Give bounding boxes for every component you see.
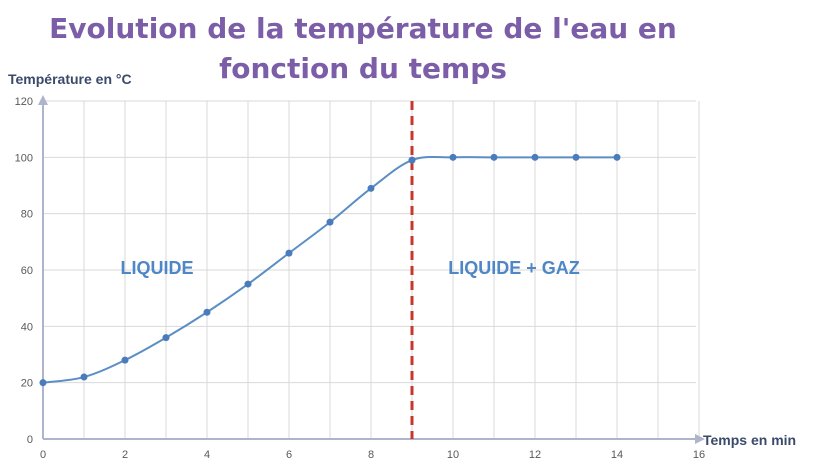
- data-point: [244, 280, 252, 288]
- data-point: [613, 153, 621, 161]
- data-point: [490, 153, 498, 161]
- y-tick-label: 0: [27, 434, 33, 446]
- data-point: [326, 218, 334, 226]
- y-axis-label: Température en °C: [8, 71, 132, 87]
- x-tick-label: 12: [529, 449, 541, 461]
- x-tick-label: 6: [286, 449, 292, 461]
- chart-title-line-1: Evolution de la température de l'eau en: [49, 12, 677, 45]
- tick-labels: 0 2 4 6 8 10 12 14 16 0 20 40 60 80 100 120: [15, 96, 705, 461]
- region-label-liquide-gaz: LIQUIDE + GAZ: [448, 258, 580, 278]
- x-tick-label: 10: [447, 449, 459, 461]
- data-point: [39, 379, 47, 387]
- x-axis-arrow: [695, 434, 705, 444]
- y-tick-label: 60: [21, 265, 33, 277]
- data-point: [367, 184, 375, 192]
- data-point: [162, 334, 170, 342]
- x-axis-label: Temps en min: [703, 432, 796, 448]
- y-axis-arrow: [38, 95, 48, 105]
- data-point: [572, 153, 580, 161]
- x-tick-label: 0: [40, 449, 46, 461]
- chart-title-line-2: fonction du temps: [219, 52, 507, 85]
- x-tick-label: 4: [204, 449, 210, 461]
- x-tick-label: 8: [368, 449, 374, 461]
- data-point: [121, 356, 129, 364]
- region-label-liquide: LIQUIDE: [120, 258, 193, 278]
- data-point: [80, 373, 88, 381]
- data-point: [203, 308, 211, 316]
- data-point: [449, 153, 457, 161]
- y-tick-label: 120: [15, 96, 33, 108]
- series-temperature: [39, 101, 621, 439]
- x-tick-label: 2: [122, 449, 128, 461]
- x-tick-label: 14: [611, 449, 623, 461]
- data-point: [285, 249, 293, 257]
- y-tick-label: 100: [15, 152, 33, 164]
- y-tick-label: 80: [21, 209, 33, 221]
- data-point: [531, 153, 539, 161]
- y-tick-label: 20: [21, 378, 33, 390]
- x-tick-label: 16: [693, 449, 705, 461]
- y-tick-label: 40: [21, 321, 33, 333]
- data-point: [408, 156, 416, 164]
